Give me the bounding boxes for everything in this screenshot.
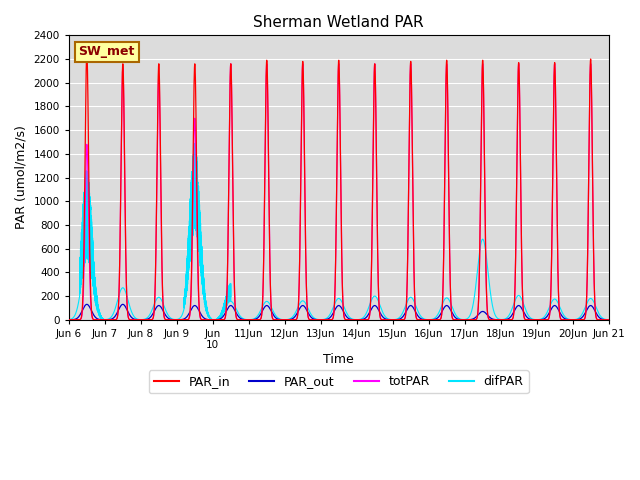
Title: Sherman Wetland PAR: Sherman Wetland PAR xyxy=(253,15,424,30)
X-axis label: Time: Time xyxy=(323,353,354,366)
Y-axis label: PAR (umol/m2/s): PAR (umol/m2/s) xyxy=(15,126,28,229)
Text: SW_met: SW_met xyxy=(79,45,135,58)
Legend: PAR_in, PAR_out, totPAR, difPAR: PAR_in, PAR_out, totPAR, difPAR xyxy=(148,370,529,393)
